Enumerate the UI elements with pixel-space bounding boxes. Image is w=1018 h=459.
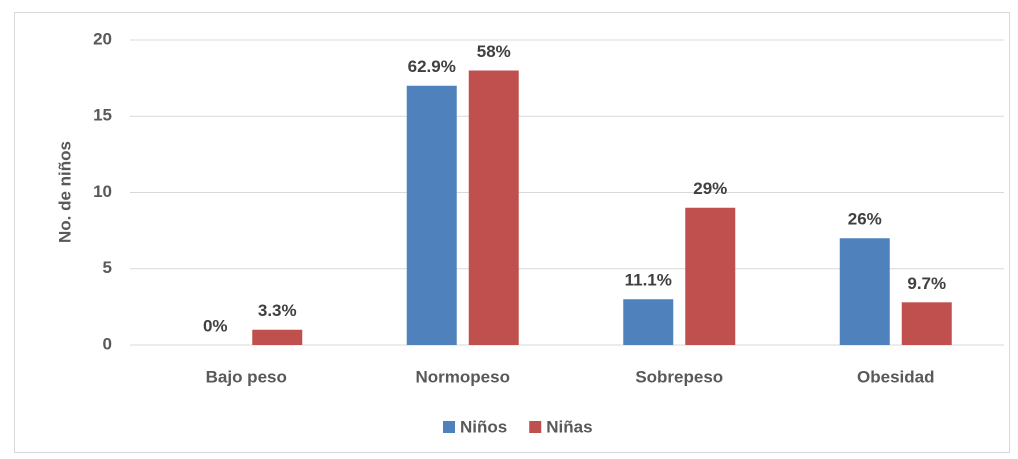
x-tick-label: Sobrepeso bbox=[635, 367, 723, 386]
legend-label: Niñas bbox=[546, 417, 592, 436]
bar bbox=[623, 299, 674, 345]
data-label: 11.1% bbox=[625, 271, 672, 290]
legend-swatch bbox=[529, 421, 542, 433]
x-tick-label: Obesidad bbox=[857, 367, 934, 386]
data-label: 29% bbox=[693, 179, 727, 198]
data-label: 3.3% bbox=[258, 301, 297, 320]
bar bbox=[685, 207, 736, 345]
y-tick-label: 0 bbox=[103, 334, 112, 353]
legend-label: Niños bbox=[460, 417, 507, 436]
bar bbox=[252, 329, 303, 345]
data-label: 62.9% bbox=[408, 57, 456, 76]
x-tick-label: Normopeso bbox=[416, 367, 510, 386]
data-label: 9.7% bbox=[907, 274, 946, 293]
data-label: 58% bbox=[477, 42, 511, 61]
bar bbox=[468, 70, 519, 345]
y-tick-label: 15 bbox=[93, 106, 112, 125]
y-tick-label: 20 bbox=[93, 29, 112, 48]
data-label: 0% bbox=[203, 316, 228, 335]
y-tick-label: 10 bbox=[93, 182, 112, 201]
y-axis-label: No. de niños bbox=[55, 141, 74, 243]
bar bbox=[406, 85, 457, 345]
y-tick-label: 5 bbox=[103, 258, 112, 277]
x-tick-label: Bajo peso bbox=[206, 367, 287, 386]
data-label: 26% bbox=[848, 210, 882, 229]
bar bbox=[901, 302, 952, 345]
bar bbox=[839, 238, 890, 345]
legend-swatch bbox=[443, 421, 455, 433]
